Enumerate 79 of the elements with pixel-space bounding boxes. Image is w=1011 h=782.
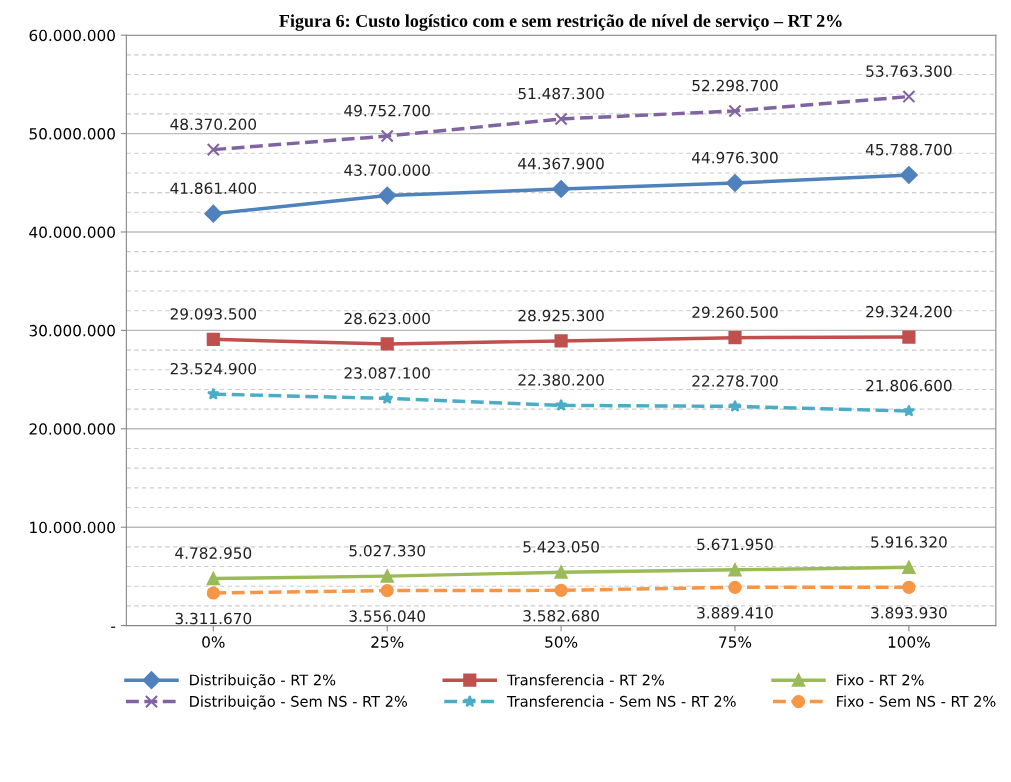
point (204, 204, 223, 223)
point (728, 580, 742, 594)
legend-label: Fixo - Sem NS - RT 2% (837, 695, 996, 707)
point (378, 186, 397, 205)
point (206, 332, 220, 346)
data-label: 4.782.950 (175, 547, 252, 559)
data-label: 52.298.700 (692, 79, 778, 92)
y-tick-label: 60.000.000 (29, 29, 115, 42)
data-label: 53.763.300 (866, 65, 952, 77)
point (902, 330, 916, 344)
point (552, 180, 570, 198)
point (554, 398, 568, 411)
point (728, 563, 742, 577)
data-label: 3.556.040 (349, 610, 426, 622)
point (554, 112, 568, 126)
data-label: 3.893.930 (871, 607, 947, 619)
point (902, 404, 916, 417)
y-tick-label: 40.000.000 (29, 226, 115, 239)
data-label: 5.671.950 (697, 538, 773, 551)
data-label: 5.423.050 (523, 541, 599, 553)
legend-label: Transferencia - Sem NS - RT 2% (506, 695, 736, 707)
x-tick-label: 75% (719, 636, 752, 648)
data-label: 29.324.200 (866, 305, 952, 318)
data-label: 29.260.500 (692, 306, 778, 319)
point (728, 331, 742, 345)
point (899, 166, 918, 184)
point (206, 571, 220, 586)
data-label: 22.278.700 (692, 375, 778, 387)
data-label: 23.087.100 (344, 367, 430, 379)
data-label: 29.093.500 (170, 308, 257, 320)
point (380, 584, 394, 598)
y-tick-label: 10.000.000 (30, 521, 115, 534)
data-label: 43.700.000 (344, 164, 430, 176)
data-label: 28.623.000 (344, 312, 430, 325)
data-label: 5.916.320 (871, 536, 947, 548)
point (380, 569, 394, 583)
point (554, 565, 568, 579)
legend-label: Transferencia - RT 2% (506, 674, 664, 686)
data-label: 3.311.670 (175, 612, 252, 625)
data-label: 5.027.330 (349, 544, 426, 557)
point (380, 337, 394, 351)
legend-label: Fixo - RT 2% (837, 674, 924, 686)
data-label: 48.370.200 (170, 118, 257, 130)
point (726, 174, 744, 192)
legend-label: Distribuição - RT 2% (190, 673, 336, 689)
data-label: 49.752.700 (344, 104, 430, 117)
point (206, 586, 220, 600)
data-label: 3.889.410 (697, 607, 773, 619)
point (380, 129, 394, 143)
point (728, 399, 742, 412)
x-tick-label: 100% (888, 636, 930, 648)
y-tick-label: 30.000.000 (29, 324, 115, 337)
point (206, 143, 220, 157)
point (554, 334, 568, 348)
y-tick-label: 50.000.000 (29, 128, 115, 140)
data-label: 44.976.300 (692, 151, 778, 164)
point (554, 583, 568, 597)
data-label: 51.487.300 (518, 87, 604, 100)
point (207, 387, 220, 400)
x-tick-label: 0% (202, 636, 225, 648)
x-tick-label: 25% (371, 636, 404, 648)
data-label: 45.788.700 (865, 143, 952, 156)
data-label: 22.380.200 (518, 374, 604, 386)
data-label: 23.524.900 (170, 362, 257, 375)
point (902, 89, 916, 104)
point (902, 560, 916, 574)
data-label: 41.861.400 (170, 182, 257, 195)
point (902, 580, 916, 594)
legend-label: Distribuição - Sem NS - RT 2% (190, 695, 407, 710)
point (728, 104, 742, 118)
data-label: 44.367.900 (518, 157, 604, 170)
data-label: 3.582.680 (523, 610, 599, 622)
data-label: 21.806.600 (866, 379, 952, 392)
chart-title: Figura 6: Custo logístico com e sem restrição de nível de serviço – RT 2% (279, 14, 842, 31)
data-label: 28.925.300 (518, 309, 604, 322)
point (380, 391, 394, 404)
x-tick-label: 50% (545, 636, 578, 648)
y-tick-label: 20.000.000 (29, 423, 115, 435)
y-tick-label: - (111, 626, 116, 628)
